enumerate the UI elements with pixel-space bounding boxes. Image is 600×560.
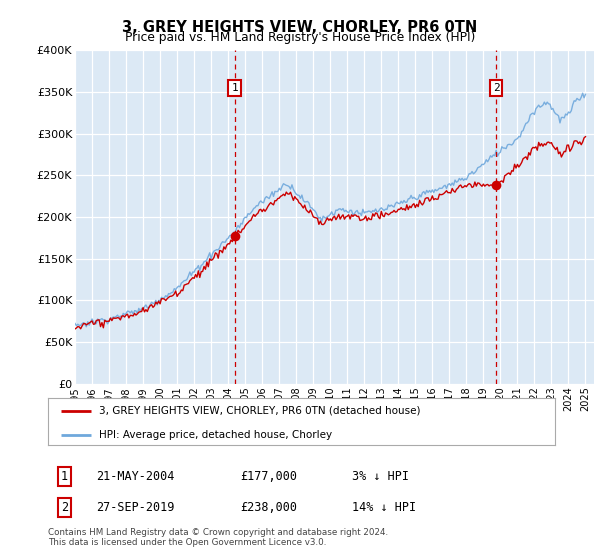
Text: 14% ↓ HPI: 14% ↓ HPI [352, 501, 416, 515]
Text: 21-MAY-2004: 21-MAY-2004 [96, 470, 175, 483]
Text: 1: 1 [61, 470, 68, 483]
Text: HPI: Average price, detached house, Chorley: HPI: Average price, detached house, Chor… [98, 430, 332, 440]
Text: 2: 2 [61, 501, 68, 515]
Text: Contains HM Land Registry data © Crown copyright and database right 2024.
This d: Contains HM Land Registry data © Crown c… [48, 528, 388, 547]
Text: 3, GREY HEIGHTS VIEW, CHORLEY, PR6 0TN: 3, GREY HEIGHTS VIEW, CHORLEY, PR6 0TN [122, 20, 478, 35]
Text: £238,000: £238,000 [241, 501, 298, 515]
Text: 2: 2 [493, 83, 500, 93]
Text: £177,000: £177,000 [241, 470, 298, 483]
Text: 1: 1 [231, 83, 238, 93]
Text: 3% ↓ HPI: 3% ↓ HPI [352, 470, 409, 483]
Text: 27-SEP-2019: 27-SEP-2019 [96, 501, 175, 515]
Text: Price paid vs. HM Land Registry's House Price Index (HPI): Price paid vs. HM Land Registry's House … [125, 31, 475, 44]
Text: 3, GREY HEIGHTS VIEW, CHORLEY, PR6 0TN (detached house): 3, GREY HEIGHTS VIEW, CHORLEY, PR6 0TN (… [98, 406, 420, 416]
